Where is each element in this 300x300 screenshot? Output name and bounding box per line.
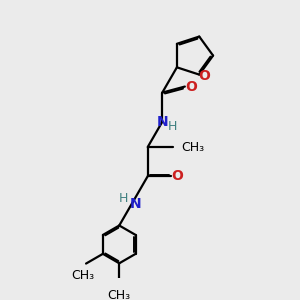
Text: O: O: [198, 69, 210, 83]
Text: H: H: [167, 120, 177, 133]
Text: O: O: [171, 169, 183, 183]
Text: CH₃: CH₃: [72, 269, 95, 282]
Text: O: O: [185, 80, 197, 94]
Text: N: N: [130, 197, 141, 211]
Text: CH₃: CH₃: [108, 289, 131, 300]
Text: H: H: [119, 192, 128, 205]
Text: N: N: [157, 115, 168, 129]
Text: CH₃: CH₃: [182, 140, 205, 154]
